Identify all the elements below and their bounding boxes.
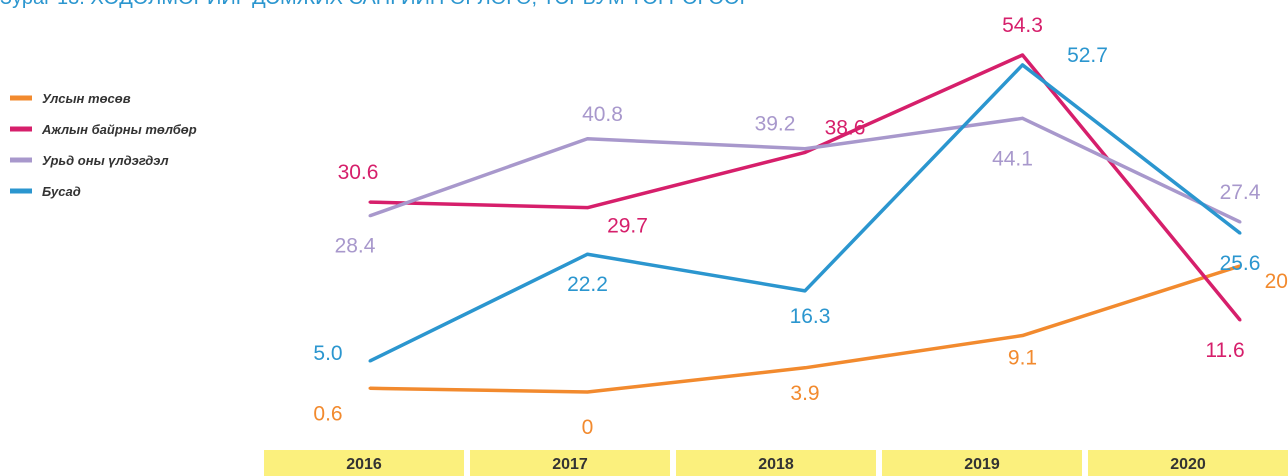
point bbox=[1238, 264, 1242, 268]
point bbox=[586, 206, 589, 210]
legend-label: Улсын төсөв bbox=[42, 91, 131, 106]
legend-swatch bbox=[10, 157, 32, 163]
data-label: 29.7 bbox=[607, 215, 648, 238]
point bbox=[1021, 53, 1024, 57]
data-label: 38.6 bbox=[825, 116, 866, 139]
point bbox=[803, 147, 807, 151]
x-tick-label: 2020 bbox=[1170, 456, 1206, 473]
x-tick-label: 2017 bbox=[552, 456, 588, 473]
data-label: 40.8 bbox=[582, 103, 623, 126]
year-cell bbox=[1088, 450, 1288, 476]
point bbox=[803, 150, 807, 154]
legend-swatch bbox=[10, 188, 32, 194]
chart-title: Зураг 13. ХӨДӨЛМӨРИЙГ ДЭМЖИХ САНГИЙН ОРЛ… bbox=[0, 0, 753, 9]
point bbox=[1238, 220, 1242, 224]
point bbox=[368, 214, 372, 218]
series-line bbox=[369, 264, 1241, 394]
data-label: 0.6 bbox=[313, 402, 342, 425]
year-cell bbox=[676, 450, 876, 476]
legend-label: Урьд оны үлдэгдэл bbox=[42, 153, 169, 168]
data-label: 11.6 bbox=[1205, 339, 1244, 362]
data-label: 54.3 bbox=[1002, 14, 1043, 37]
point bbox=[586, 252, 589, 256]
point bbox=[586, 390, 589, 394]
point bbox=[1021, 63, 1024, 67]
point bbox=[803, 289, 807, 293]
data-label: 25.6 bbox=[1220, 252, 1261, 275]
year-cell bbox=[882, 450, 1082, 476]
data-label: 0 bbox=[582, 416, 594, 439]
point bbox=[1238, 318, 1242, 322]
year-cell bbox=[264, 450, 464, 476]
point bbox=[1021, 116, 1024, 120]
x-tick-label: 2019 bbox=[964, 456, 1000, 473]
legend-label: Ажлын байрны төлбөр bbox=[41, 122, 197, 137]
data-label: 5.0 bbox=[313, 342, 342, 365]
data-label: 39.2 bbox=[755, 113, 796, 136]
point bbox=[803, 366, 807, 370]
legend-swatch bbox=[10, 126, 32, 132]
point bbox=[368, 386, 372, 390]
data-label: 9.1 bbox=[1008, 347, 1037, 370]
point bbox=[368, 359, 372, 363]
point bbox=[1021, 334, 1024, 338]
point bbox=[1238, 231, 1242, 235]
data-label: 3.9 bbox=[790, 382, 819, 405]
legend-swatch bbox=[10, 95, 32, 101]
series-line bbox=[369, 53, 1242, 322]
data-label: 27.4 bbox=[1220, 181, 1261, 204]
year-cell bbox=[470, 450, 670, 476]
data-label: 44.1 bbox=[992, 147, 1033, 170]
data-label: 52.7 bbox=[1067, 44, 1108, 67]
x-tick-label: 2016 bbox=[346, 456, 382, 473]
point bbox=[586, 137, 589, 141]
data-label: 22.2 bbox=[567, 273, 608, 296]
point bbox=[368, 200, 372, 204]
data-label: 20.3 bbox=[1265, 270, 1288, 293]
data-label: 16.3 bbox=[790, 305, 831, 328]
legend-label: Бусад bbox=[42, 184, 81, 199]
data-label: 30.6 bbox=[338, 161, 379, 184]
data-label: 28.4 bbox=[335, 235, 376, 258]
x-tick-label: 2018 bbox=[758, 456, 794, 473]
